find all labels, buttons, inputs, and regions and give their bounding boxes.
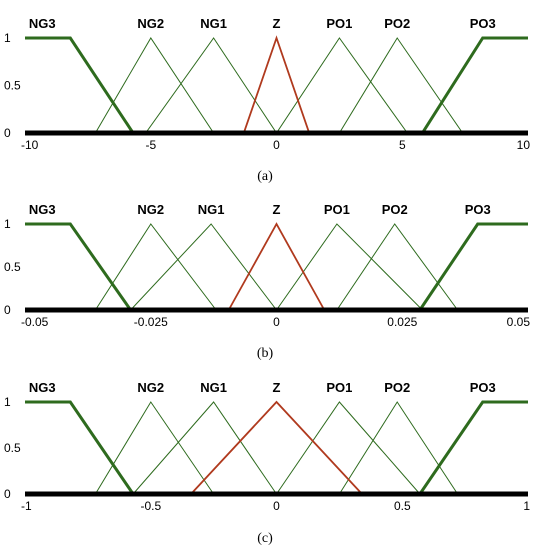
x-tick-label: 0.025 (387, 315, 417, 329)
set-label-po3: PO3 (465, 202, 491, 217)
set-label-po3: PO3 (470, 16, 496, 31)
panel-a: NG3 NG2 NG1 Z PO1 PO2 PO3 1 0.5 0 -10 -5 0 5 10 (a) (4, 16, 530, 184)
set-label-ng2: NG2 (137, 380, 164, 395)
membership-line-ng2 (94, 223, 217, 311)
membership-line-ng1 (130, 223, 277, 311)
set-label-ng3: NG3 (29, 202, 56, 217)
y-tick-label: 0 (4, 303, 11, 317)
x-tick-label: 0.05 (507, 315, 531, 329)
set-label-ng2: NG2 (137, 16, 164, 31)
membership-line-z (190, 400, 363, 495)
x-tick-label: -5 (145, 138, 156, 152)
set-label-z: Z (273, 16, 281, 31)
membership-line-po1 (276, 401, 421, 495)
x-tick-label: 0 (273, 499, 280, 513)
x-tick-label: -10 (21, 138, 39, 152)
set-label-po2: PO2 (384, 380, 410, 395)
x-tick-label: 0 (273, 315, 280, 329)
x-tick-label: 0.5 (394, 499, 411, 513)
set-label-z: Z (273, 380, 281, 395)
membership-line-po3 (421, 36, 528, 134)
membership-line-ng2 (94, 401, 215, 495)
set-label-ng1: NG1 (200, 380, 227, 395)
membership-line-ng3 (25, 222, 132, 311)
membership-line-ng3 (25, 36, 135, 134)
x-tick-label: -0.05 (21, 315, 49, 329)
set-label-po1: PO1 (326, 16, 352, 31)
x-tick-label: -1 (21, 499, 32, 513)
y-tick-label: 1 (4, 395, 11, 409)
panel-b: NG3 NG2 NG1 Z PO1 PO2 PO3 1 0.5 0 -0.05 -0.025 0 0.02… (4, 202, 530, 361)
x-tick-label: 5 (399, 138, 406, 152)
membership-line-po1 (276, 223, 423, 311)
y-tick-label: 0.5 (4, 441, 21, 455)
y-tick-label: 1 (4, 31, 11, 45)
panel-caption: (a) (257, 169, 273, 184)
set-label-z: Z (273, 202, 281, 217)
membership-line-po2 (338, 37, 464, 134)
x-tick-label: 0 (273, 138, 280, 152)
set-label-po3: PO3 (470, 380, 496, 395)
membership-line-po2 (338, 401, 459, 495)
x-tick-label: 10 (517, 138, 531, 152)
set-label-po1: PO1 (326, 380, 352, 395)
x-tick-label: -0.025 (134, 315, 168, 329)
set-label-ng2: NG2 (137, 202, 164, 217)
membership-line-ng2 (94, 37, 215, 134)
set-label-po1: PO1 (324, 202, 350, 217)
panel-caption: (c) (257, 531, 273, 546)
panel-caption: (b) (257, 346, 274, 361)
membership-line-ng1 (145, 37, 277, 134)
membership-line-ng3 (25, 400, 135, 495)
y-tick-label: 0 (4, 126, 11, 140)
membership-line-z (242, 35, 311, 134)
membership-line-po3 (418, 400, 528, 495)
membership-line-z (227, 222, 326, 311)
set-label-po2: PO2 (382, 202, 408, 217)
membership-line-po2 (336, 223, 459, 311)
set-label-po2: PO2 (384, 16, 410, 31)
y-tick-label: 1 (4, 217, 11, 231)
set-label-ng1: NG1 (200, 16, 227, 31)
panel-c: NG3 NG2 NG1 Z PO1 PO2 PO3 1 0.5 0 -1 -0.5 0 0.5 1 (c) (4, 380, 530, 546)
membership-line-ng1 (132, 401, 277, 495)
y-tick-label: 0 (4, 487, 11, 501)
set-label-ng3: NG3 (29, 16, 56, 31)
set-label-ng3: NG3 (29, 380, 56, 395)
y-tick-label: 0.5 (4, 79, 21, 93)
membership-line-po1 (276, 37, 408, 134)
x-tick-label: 1 (523, 499, 530, 513)
set-label-ng1: NG1 (198, 202, 225, 217)
membership-line-po3 (418, 222, 528, 311)
y-tick-label: 0.5 (4, 260, 21, 274)
x-tick-label: -0.5 (140, 499, 161, 513)
